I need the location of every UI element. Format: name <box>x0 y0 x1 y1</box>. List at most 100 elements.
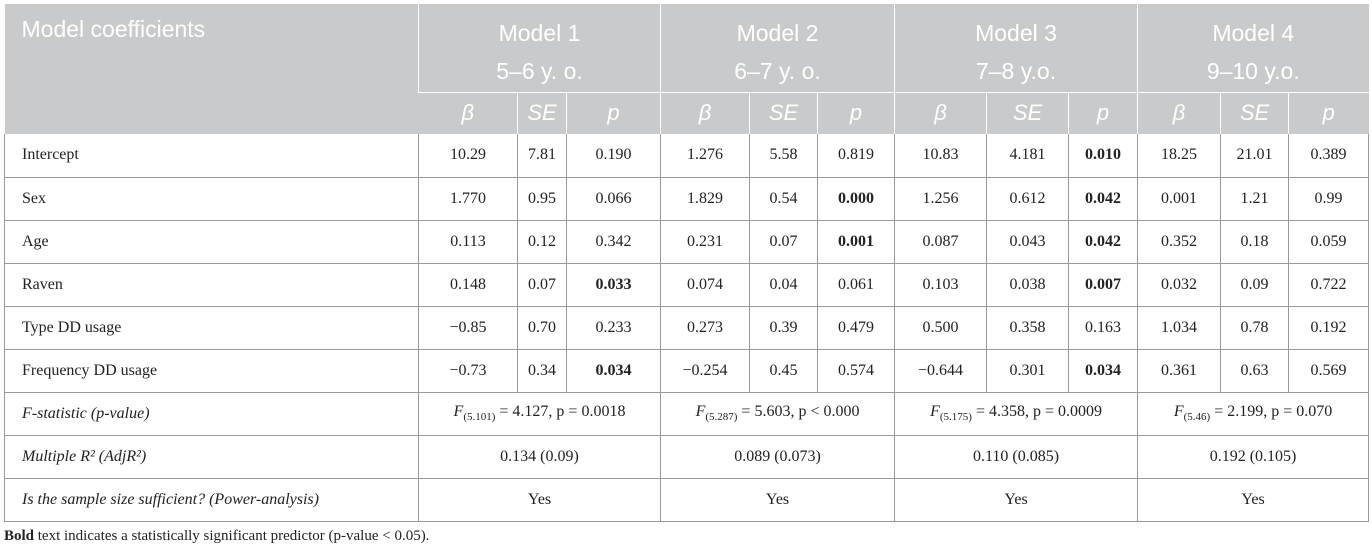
table-cell: −0.254 <box>660 348 751 393</box>
table-cell: 0.18 <box>1220 219 1290 264</box>
sub-header-beta: β <box>660 91 750 134</box>
table-cell: 0.163 <box>1068 305 1139 350</box>
table-cell: 0.033 <box>565 262 662 307</box>
sub-header-row: β SE p β SE p β SE p β SE p <box>5 91 1369 134</box>
table-cell: 0.103 <box>894 262 988 307</box>
sub-header-beta: β <box>1137 91 1221 134</box>
table-cell: 18.25 <box>1137 134 1222 178</box>
sample-size-cell: Yes <box>660 477 896 522</box>
sub-header-p: p <box>1068 91 1138 134</box>
table-cell: 0.038 <box>986 262 1070 307</box>
sample-size-row: Is the sample size sufficient? (Power-an… <box>4 477 1370 522</box>
fstat-cell: F(5.175) = 4.358, p = 0.0009 <box>894 391 1139 436</box>
f-value: = 5.603, p < 0.000 <box>737 403 860 421</box>
table-cell: 0.78 <box>1220 305 1290 350</box>
table-cell: 0.034 <box>565 348 662 393</box>
model-age: 5–6 y. o. <box>496 58 583 84</box>
table-cell: 0.032 <box>1137 262 1222 307</box>
table-cell: 0.352 <box>1137 219 1222 264</box>
table-cell: 10.29 <box>418 134 518 178</box>
sub-header-p: p <box>1288 91 1369 134</box>
table-cell: 0.059 <box>1288 219 1370 264</box>
table-cell: 0.54 <box>749 176 819 221</box>
table-cell: 0.061 <box>817 262 896 307</box>
table-row: Type DD usage −0.85 0.70 0.233 0.273 0.39 0.47… <box>4 305 1370 350</box>
f-symbol: F <box>695 403 706 421</box>
table-row: Age 0.113 0.12 0.342 0.231 0.07 0.001 0.087 0.04… <box>4 219 1370 264</box>
model-name: Model 4 <box>1212 20 1295 46</box>
model-age: 7–8 y.o. <box>975 58 1057 84</box>
table-cell: 0.70 <box>517 305 567 350</box>
table-cell: 0.042 <box>1068 219 1139 264</box>
r2-cell: 0.134 (0.09) <box>417 434 662 479</box>
table-cell: 4.181 <box>986 134 1070 178</box>
table-cell: 0.39 <box>749 305 819 350</box>
table-body: Intercept 10.29 7.81 0.190 1.276 5.58 0.819 10.… <box>4 134 1370 522</box>
table-cell: 0.010 <box>1068 134 1139 178</box>
f-value: = 4.127, p = 0.0018 <box>495 403 626 421</box>
f-degrees: (5.46) <box>1183 411 1211 424</box>
r2-cell: 0.089 (0.073) <box>660 434 896 479</box>
table-cell: 0.95 <box>517 176 567 221</box>
fstat-row: F-statistic (p-value) F(5.101) = 4.127, … <box>4 391 1370 436</box>
table-cell: 0.001 <box>1137 176 1222 221</box>
table-cell: 0.273 <box>660 305 751 350</box>
table-cell: 0.99 <box>1288 176 1370 221</box>
f-degrees: (5.175) <box>939 411 972 424</box>
model-name: Model 2 <box>736 20 819 46</box>
f-symbol: F <box>453 403 464 421</box>
table-cell: 0.389 <box>1288 134 1370 178</box>
table-cell: 0.569 <box>1288 348 1370 393</box>
sub-header-se: SE <box>986 91 1069 134</box>
table-cell: 0.001 <box>817 219 896 264</box>
sub-header-p: p <box>565 91 661 134</box>
table-cell: 0.007 <box>1068 262 1139 307</box>
table-cell: 0.12 <box>517 219 567 264</box>
table-cell: 0.45 <box>749 348 819 393</box>
model-age: 9–10 y.o. <box>1206 58 1300 84</box>
fstat-cell: F(5.101) = 4.127, p = 0.0018 <box>417 391 662 436</box>
table-cell: 0.722 <box>1288 262 1370 307</box>
table-cell: 0.07 <box>517 262 567 307</box>
table-cell: 0.34 <box>517 348 567 393</box>
table-cell: 0.113 <box>418 219 518 264</box>
table-cell: 0.361 <box>1137 348 1222 393</box>
table-cell: 0.358 <box>986 305 1070 350</box>
sub-header-se: SE <box>749 91 818 134</box>
table-footnote: Bold text indicates a statistically sign… <box>4 528 429 545</box>
coefficients-table: Model coefficients Model 1 5–6 y. o. Mod… <box>4 4 1370 522</box>
r2-cell: 0.110 (0.085) <box>894 434 1139 479</box>
model-name: Model 3 <box>975 20 1057 46</box>
header-model-4: Model 4 9–10 y.o. <box>1137 4 1369 92</box>
model-name: Model 1 <box>498 20 581 46</box>
row-label: Age <box>4 219 419 264</box>
sub-header-beta: β <box>418 91 518 134</box>
sample-size-cell: Yes <box>1137 477 1370 522</box>
fstat-cell: F(5.287) = 5.603, p < 0.000 <box>660 391 896 436</box>
f-degrees: (5.101) <box>463 411 496 424</box>
row-label: Raven <box>4 262 419 307</box>
sample-size-cell: Yes <box>894 477 1139 522</box>
table-cell: 0.07 <box>749 219 819 264</box>
table-cell: 1.829 <box>660 176 751 221</box>
fstat-label: F-statistic (p-value) <box>4 391 419 436</box>
table-cell: 0.301 <box>986 348 1070 393</box>
r2-cell: 0.192 (0.105) <box>1137 434 1370 479</box>
table-cell: 0.190 <box>565 134 662 178</box>
table-cell: 1.21 <box>1220 176 1290 221</box>
table-cell: 0.574 <box>817 348 896 393</box>
table-cell: 0.09 <box>1220 262 1290 307</box>
table-cell: −0.85 <box>418 305 518 350</box>
row-label: Sex <box>4 176 419 221</box>
sub-header-se: SE <box>1220 91 1289 134</box>
table-cell: 0.192 <box>1288 305 1370 350</box>
table-row: Raven 0.148 0.07 0.033 0.074 0.04 0.061 0.103 0.… <box>4 262 1370 307</box>
table-cell: −0.73 <box>418 348 518 393</box>
table-cell: 0.043 <box>986 219 1070 264</box>
fstat-cell: F(5.46) = 2.199, p = 0.070 <box>1137 391 1370 436</box>
model-age: 6–7 y. o. <box>734 58 821 84</box>
footnote-text: text indicates a statistically significa… <box>34 528 430 544</box>
table-cell: 0.63 <box>1220 348 1290 393</box>
sample-size-cell: Yes <box>417 477 662 522</box>
